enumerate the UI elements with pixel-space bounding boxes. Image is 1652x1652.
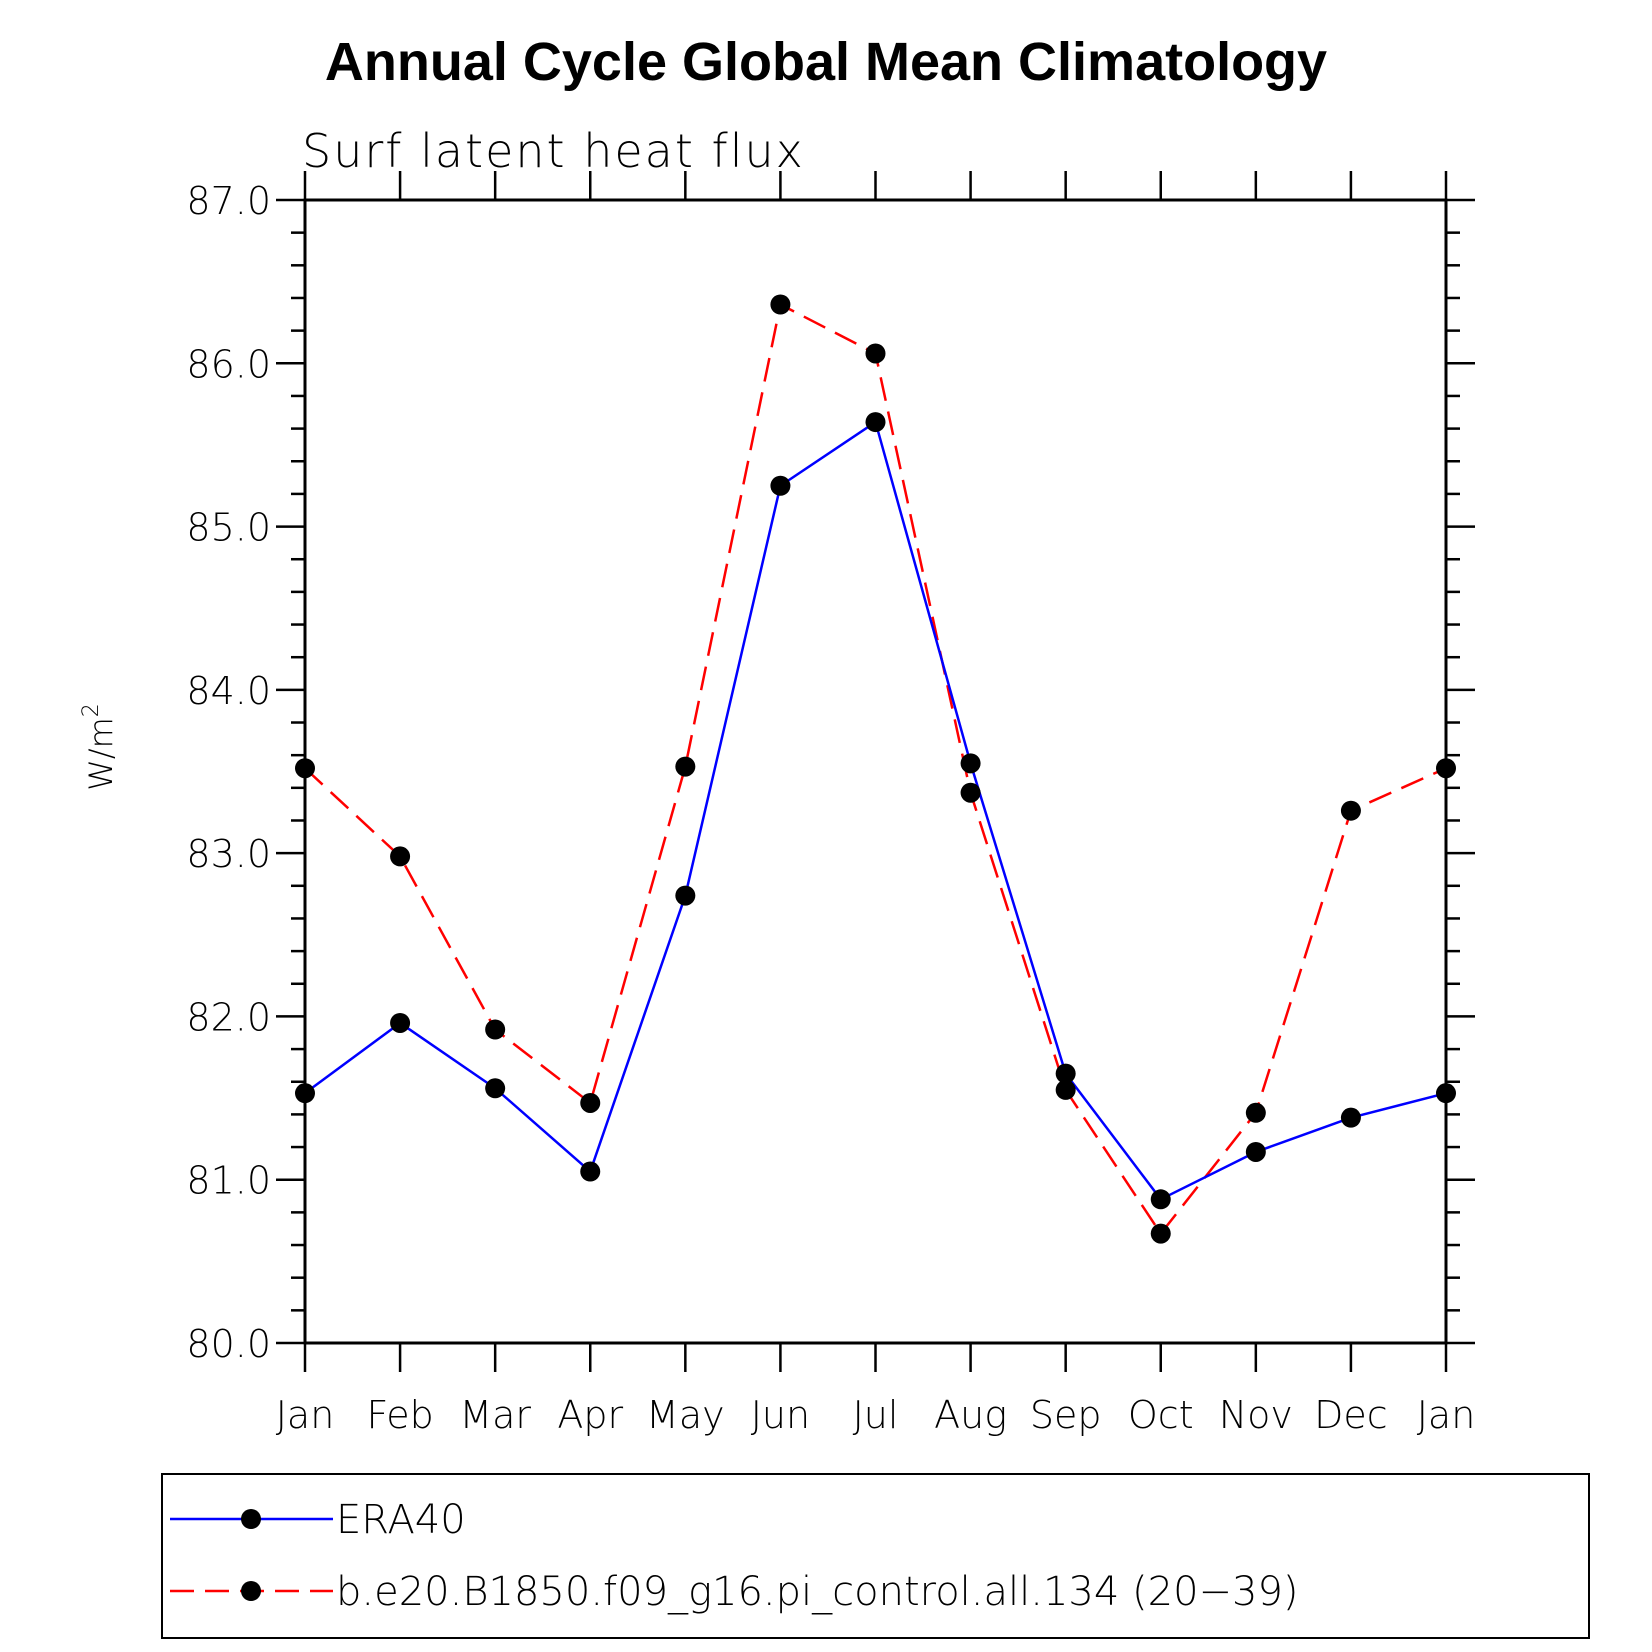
y-tick-label: 80.0: [186, 1322, 271, 1366]
x-tick-label: Jul: [853, 1393, 899, 1437]
series-1-point: [1340, 800, 1361, 821]
series-1-point: [485, 1019, 506, 1040]
legend: ERA40 b.e20.B1850.f09_g16.pi_control.all…: [161, 1473, 1590, 1639]
series-1-point: [1055, 1079, 1076, 1100]
x-tick-label: Apr: [557, 1393, 623, 1437]
series-0-point: [485, 1078, 506, 1099]
x-tick-label: Mar: [459, 1393, 531, 1437]
y-tick-label: 87.0: [186, 179, 271, 223]
x-tick-label: Jan: [1417, 1393, 1476, 1437]
series-1-point: [1245, 1102, 1266, 1123]
series-1-point: [295, 758, 315, 779]
series-0-point: [390, 1012, 411, 1033]
series-0-point: [1436, 1083, 1456, 1104]
y-axis-label-text: W/m: [82, 717, 120, 791]
x-tick-label: Oct: [1128, 1393, 1194, 1437]
series-0-point: [770, 475, 791, 496]
series-layer: [295, 294, 1456, 1244]
y-axis-label: W/m2: [79, 703, 120, 791]
x-tick-label: Aug: [934, 1393, 1007, 1437]
x-tick-label: Sep: [1030, 1393, 1102, 1437]
series-0-point: [1150, 1189, 1171, 1210]
series-0-point: [1245, 1141, 1266, 1162]
series-1-point: [960, 782, 981, 803]
series-1-point: [580, 1092, 601, 1113]
series-0-point: [865, 412, 886, 433]
series-1-point: [770, 294, 791, 315]
plot-frame: [303, 198, 1448, 1345]
series-line-1: [304, 303, 1447, 1235]
series-1-point: [1150, 1223, 1171, 1244]
series-1-point: [675, 756, 696, 777]
x-tick-label: Jan: [276, 1393, 335, 1437]
y-axis-label-superscript: 2: [79, 703, 104, 717]
series-1-point: [1436, 758, 1456, 779]
y-tick-label: 83.0: [186, 832, 271, 876]
x-tick-label: Dec: [1314, 1393, 1388, 1437]
y-tick-label: 81.0: [186, 1159, 271, 1203]
series-0-point: [675, 885, 696, 906]
y-tick-label: 84.0: [186, 669, 271, 713]
series-0-point: [295, 1083, 315, 1104]
legend-box: [161, 1473, 1590, 1639]
y-tick-label: 82.0: [186, 995, 271, 1039]
y-tick-label: 85.0: [186, 506, 271, 550]
y-tick-label: 86.0: [186, 342, 271, 386]
legend-label-era40: ERA40: [336, 1497, 466, 1543]
x-tick-labels: Jan Feb Mar Apr May Jun Jul Aug Sep Oct Nov Dec Jan: [276, 1393, 1476, 1437]
x-tick-label: Jun: [751, 1393, 810, 1437]
major-ticks: [276, 171, 1475, 1372]
chart-title: Annual Cycle Global Mean Climatology: [325, 32, 1327, 92]
legend-marker-era40: [241, 1509, 261, 1529]
x-tick-label: Nov: [1219, 1393, 1293, 1437]
series-0-point: [1340, 1107, 1361, 1128]
minor-ticks: [291, 231, 1460, 1312]
series-1-point: [390, 846, 411, 867]
svg-text:W/m2: W/m2: [79, 703, 120, 791]
x-tick-label: May: [646, 1393, 725, 1437]
legend-marker-model: [241, 1581, 261, 1601]
series-line-0: [304, 420, 1447, 1201]
chart-subtitle: Surf latent heat flux: [302, 124, 805, 178]
series-0-point: [1055, 1063, 1076, 1084]
y-tick-labels: 80.0 81.0 82.0 83.0 84.0 85.0 86.0 87.0: [186, 179, 271, 1366]
series-0-point: [960, 753, 981, 774]
series-1-point: [865, 343, 886, 364]
legend-label-model: b.e20.B1850.f09_g16.pi_control.all.134 (…: [336, 1569, 1299, 1615]
x-tick-label: Feb: [366, 1393, 433, 1437]
series-0-point: [580, 1161, 601, 1182]
